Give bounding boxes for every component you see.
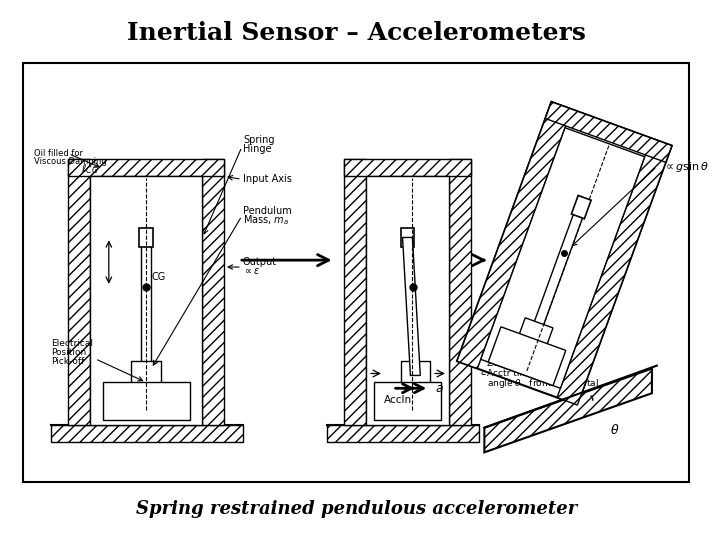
Polygon shape	[481, 128, 644, 388]
Text: Inertial Sensor – Accelerometers: Inertial Sensor – Accelerometers	[127, 22, 585, 45]
FancyBboxPatch shape	[374, 382, 441, 420]
FancyBboxPatch shape	[344, 159, 366, 425]
Polygon shape	[557, 138, 672, 405]
Text: Output: Output	[243, 257, 277, 267]
Text: Accln: Accln	[384, 395, 412, 405]
Text: $a$: $a$	[435, 382, 444, 395]
Text: Electrical: Electrical	[50, 340, 93, 348]
FancyBboxPatch shape	[68, 159, 90, 425]
Text: $\ell_{CG}$: $\ell_{CG}$	[81, 163, 99, 177]
Text: Acctr tilted through: Acctr tilted through	[487, 369, 576, 378]
Text: $\varepsilon \propto g\sin\theta$: $\varepsilon \propto g\sin\theta$	[657, 159, 708, 173]
FancyBboxPatch shape	[141, 238, 151, 375]
Text: Spring: Spring	[243, 135, 274, 145]
FancyBboxPatch shape	[68, 159, 224, 177]
Text: Pick-off: Pick-off	[50, 357, 84, 366]
FancyBboxPatch shape	[449, 159, 471, 425]
Text: angle $\theta$   from horizantal: angle $\theta$ from horizantal	[487, 377, 599, 390]
FancyBboxPatch shape	[202, 159, 224, 425]
Text: CG: CG	[151, 272, 166, 282]
Text: Hinge: Hinge	[243, 144, 271, 154]
FancyBboxPatch shape	[103, 382, 189, 420]
Polygon shape	[457, 102, 672, 405]
FancyBboxPatch shape	[327, 425, 480, 442]
Polygon shape	[529, 205, 586, 339]
Polygon shape	[545, 102, 672, 163]
FancyBboxPatch shape	[50, 425, 243, 442]
Text: $\theta$: $\theta$	[610, 423, 619, 437]
Polygon shape	[485, 369, 652, 453]
Text: Pendulum: Pendulum	[243, 206, 292, 216]
Text: Spring restrained pendulous accelerometer: Spring restrained pendulous acceleromete…	[135, 500, 577, 517]
FancyBboxPatch shape	[366, 177, 449, 425]
Text: Oil filled for: Oil filled for	[34, 149, 83, 158]
Text: Viscous Damping: Viscous Damping	[34, 157, 107, 166]
FancyBboxPatch shape	[400, 361, 430, 386]
Polygon shape	[488, 327, 566, 386]
FancyBboxPatch shape	[344, 159, 471, 177]
Text: Mass, $m_a$: Mass, $m_a$	[243, 213, 289, 227]
Text: $\propto\varepsilon$: $\propto\varepsilon$	[243, 266, 261, 276]
FancyBboxPatch shape	[90, 177, 202, 425]
Text: Input Axis: Input Axis	[243, 174, 292, 184]
FancyBboxPatch shape	[400, 228, 415, 247]
FancyBboxPatch shape	[132, 361, 161, 386]
Polygon shape	[517, 318, 553, 351]
Text: Zero acceleration but: Zero acceleration but	[487, 359, 585, 368]
Text: Position: Position	[50, 348, 86, 357]
FancyBboxPatch shape	[23, 63, 689, 482]
Polygon shape	[457, 102, 572, 369]
Polygon shape	[402, 238, 420, 375]
Text: $\varepsilon \propto a$: $\varepsilon \propto a$	[480, 367, 507, 376]
FancyBboxPatch shape	[140, 228, 153, 247]
Polygon shape	[572, 195, 591, 219]
